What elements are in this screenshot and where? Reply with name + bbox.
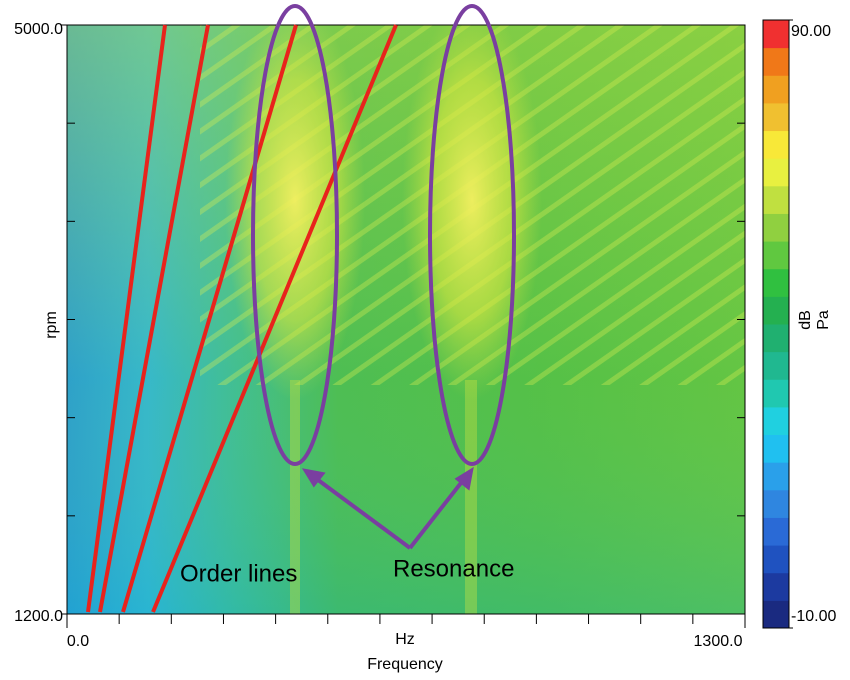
colorbar-step [763,489,789,518]
colorbar-step [763,268,789,297]
x-tick-label: 0.0 [67,633,89,650]
y-tick-label: 5000.0 [14,21,63,38]
colorbar-step [763,185,789,214]
colorbar-step [763,158,789,187]
order-lines [86,24,398,613]
x-tick-label: 1300.0 [694,633,743,650]
colorbar-step [763,434,789,463]
annotation: Resonance [393,555,514,582]
colorbar-label: dB [797,310,814,330]
colorbar-step [763,462,789,491]
colorbar-label: Pa [815,310,832,330]
colorbar-frame [762,19,790,629]
x-unit: Hz [395,631,415,648]
colorbar-step [763,324,789,353]
colorbar-step [763,213,789,242]
y-tick-label: 1200.0 [14,608,63,625]
colorbar-step [763,130,789,159]
colorbar-step [763,47,789,76]
annotation: Order lines [180,560,297,587]
colorbar-step [763,20,789,49]
colorbar-step [763,600,789,629]
colorbar-step [763,379,789,408]
colorbar-step [763,296,789,325]
y-axis-label: rpm [43,311,60,339]
x-axis-label: Frequency [367,656,443,673]
colorbar-step [763,102,789,132]
colorbar-step [763,572,789,601]
colorbar-step [763,545,789,574]
resonance-marks [251,4,516,550]
colorbar-step [763,406,789,436]
colorbar-step [763,517,789,546]
heatmap [67,25,745,614]
colorbar-tick-label: -10.00 [791,608,836,625]
colorbar-tick-label: 90.00 [791,23,831,40]
colorbar-step [763,241,789,270]
colorbar-step [763,351,789,380]
colorbar-step [763,75,789,104]
